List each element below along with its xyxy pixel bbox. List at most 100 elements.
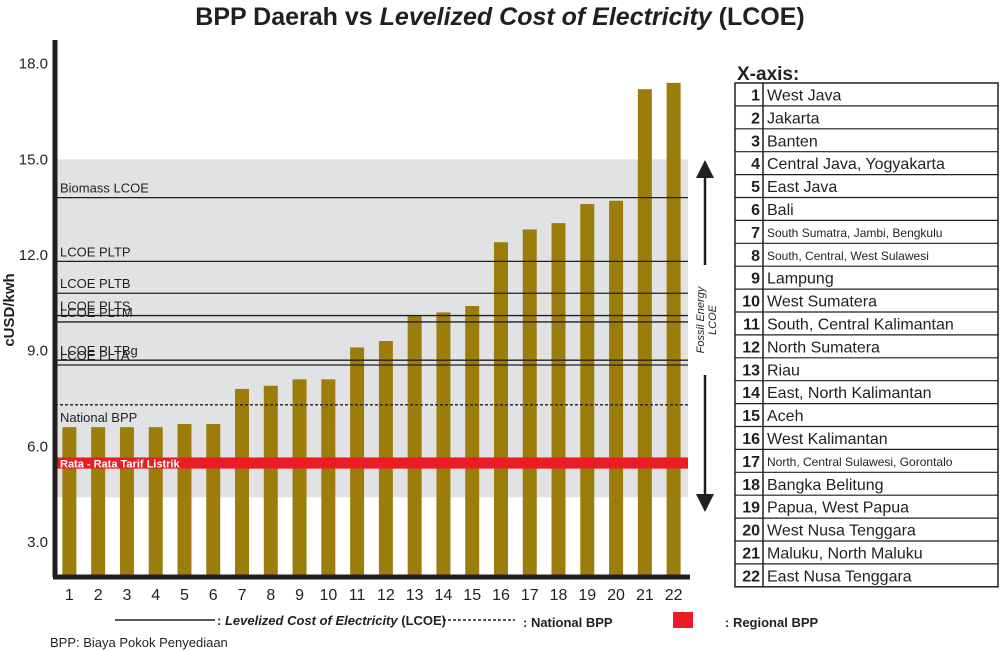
- x-tick-label: 12: [377, 587, 395, 604]
- x-key-region: Riau: [767, 362, 800, 379]
- bar-15: [465, 306, 480, 577]
- x-key-region: Aceh: [767, 408, 803, 425]
- x-tick-label: 13: [406, 587, 424, 604]
- x-key-number: 19: [742, 500, 760, 517]
- chart-title: BPP Daerah vs Levelized Cost of Electric…: [195, 3, 804, 31]
- x-key-region: West Kalimantan: [767, 431, 888, 448]
- x-tick-label: 6: [209, 587, 218, 604]
- x-key-region: Jakarta: [767, 110, 820, 127]
- x-tick-label: 9: [295, 587, 304, 604]
- x-key-number: 5: [751, 179, 760, 196]
- bar-9: [292, 379, 307, 577]
- y-tick-label: 12.0: [19, 247, 48, 264]
- x-key-region: South Sumatra, Jambi, Bengkulu: [767, 226, 942, 240]
- x-key-region: Bangka Belitung: [767, 477, 884, 494]
- lcoe-line-label: LCOE PLTP: [60, 244, 131, 259]
- y-tick-label: 6.0: [27, 438, 48, 455]
- x-key-region: Papua, West Papua: [767, 500, 909, 517]
- x-key-number: 7: [751, 225, 760, 242]
- x-key-number: 14: [742, 385, 760, 402]
- x-key-region: Central Java, Yogyakarta: [767, 156, 945, 173]
- bar-19: [580, 203, 595, 577]
- x-key-region: West Sumatera: [767, 294, 877, 311]
- bar-6: [206, 423, 221, 577]
- x-tick-label: 17: [521, 587, 539, 604]
- bar-4: [148, 427, 163, 577]
- legend-national-label: : National BPP: [523, 615, 613, 630]
- lcoe-line-label: LCOE PLTM: [60, 305, 133, 320]
- x-tick-label: 18: [550, 587, 568, 604]
- fossil-label-bg: [696, 265, 714, 375]
- x-key-region: West Nusa Tenggara: [767, 523, 916, 540]
- x-tick-label: 5: [180, 587, 189, 604]
- y-tick-label: 18.0: [19, 56, 48, 73]
- regional-tarif-band: [55, 457, 688, 469]
- x-key-region: East Java: [767, 179, 837, 196]
- x-key-number: 18: [742, 477, 760, 494]
- x-key-number: 3: [751, 133, 760, 150]
- x-tick-label: 8: [266, 587, 275, 604]
- fossil-energy-label: Fossil EnergyLCOE: [695, 285, 719, 353]
- x-key-region: West Java: [767, 87, 842, 104]
- bar-17: [522, 229, 537, 577]
- lcoe-line-label: LCOE PLTA: [60, 348, 130, 363]
- bar-10: [321, 379, 336, 577]
- x-tick-label: 10: [319, 587, 337, 604]
- bar-18: [551, 223, 566, 577]
- x-tick-label: 19: [578, 587, 596, 604]
- x-key-number: 20: [742, 523, 760, 540]
- regional-tarif-label: Rata - Rata Tarif Listrik: [60, 458, 180, 470]
- x-tick-label: 4: [151, 587, 160, 604]
- lcoe-line-label: Biomass LCOE: [60, 181, 149, 196]
- x-key-region: East, North Kalimantan: [767, 385, 932, 402]
- x-tick-label: 2: [94, 587, 103, 604]
- y-axis-label: cUSD/kwh: [1, 273, 18, 346]
- y-tick-label: 3.0: [27, 534, 48, 551]
- x-key-region: Banten: [767, 133, 818, 150]
- x-key-region: Bali: [767, 202, 794, 219]
- arrow-up-icon: [696, 160, 714, 178]
- bar-16: [493, 242, 508, 577]
- x-key-number: 11: [743, 316, 760, 333]
- x-tick-label: 22: [665, 587, 683, 604]
- x-key-region: Lampung: [767, 271, 834, 288]
- x-key-number: 8: [751, 248, 760, 265]
- bar-2: [91, 427, 106, 577]
- x-tick-label: 11: [349, 587, 366, 604]
- x-key-number: 17: [742, 454, 760, 471]
- x-axis-key: X-axis: 1 West Java 2 Jakarta 3 Banten 4 Central…: [734, 64, 999, 588]
- bar-1: [62, 427, 77, 577]
- bar-22: [666, 82, 681, 577]
- plot-area: 1 2 3 4 5 6 7 8 9 10 11 12 13 14 15 16 17 18 19 20 21 22Bioma…: [1, 40, 719, 604]
- footnote: BPP: Biaya Pokok Penyediaan: [50, 635, 228, 650]
- legend-regional-label: : Regional BPP: [725, 615, 819, 630]
- x-key-number: 10: [742, 294, 760, 311]
- x-tick-label: 1: [65, 587, 74, 604]
- x-tick-label: 3: [122, 587, 131, 604]
- lcoe-line-label: LCOE PLTBg: [60, 343, 138, 358]
- x-key-number: 9: [751, 271, 760, 288]
- x-key-region: Maluku, North Maluku: [767, 545, 923, 562]
- x-key-number: 21: [742, 545, 760, 562]
- bar-8: [263, 385, 278, 577]
- national-bpp-label: National BPP: [60, 410, 137, 425]
- x-key-number: 15: [742, 408, 760, 425]
- x-key-region: North, Central Sulawesi, Gorontalo: [767, 455, 953, 469]
- arrow-down-icon: [696, 494, 714, 512]
- x-tick-label: 15: [463, 587, 481, 604]
- x-key-region: North Sumatera: [767, 339, 880, 356]
- bar-14: [436, 312, 451, 577]
- lcoe-line-label: LCOE PLTS: [60, 299, 131, 314]
- legend-lcoe-label: : Levelized Cost of Electricity (LCOE): [217, 613, 446, 628]
- x-key-number: 13: [742, 362, 760, 379]
- x-key-number: 16: [742, 431, 760, 448]
- x-key-region: South, Central Kalimantan: [767, 316, 954, 333]
- lcoe-line-label: LCOE PLTB: [60, 276, 131, 291]
- bar-3: [119, 427, 134, 577]
- bar-5: [177, 423, 192, 577]
- x-tick-label: 14: [435, 587, 453, 604]
- x-key-number: 6: [751, 202, 760, 219]
- x-key-number: 4: [751, 156, 760, 173]
- x-key-number: 22: [742, 568, 760, 585]
